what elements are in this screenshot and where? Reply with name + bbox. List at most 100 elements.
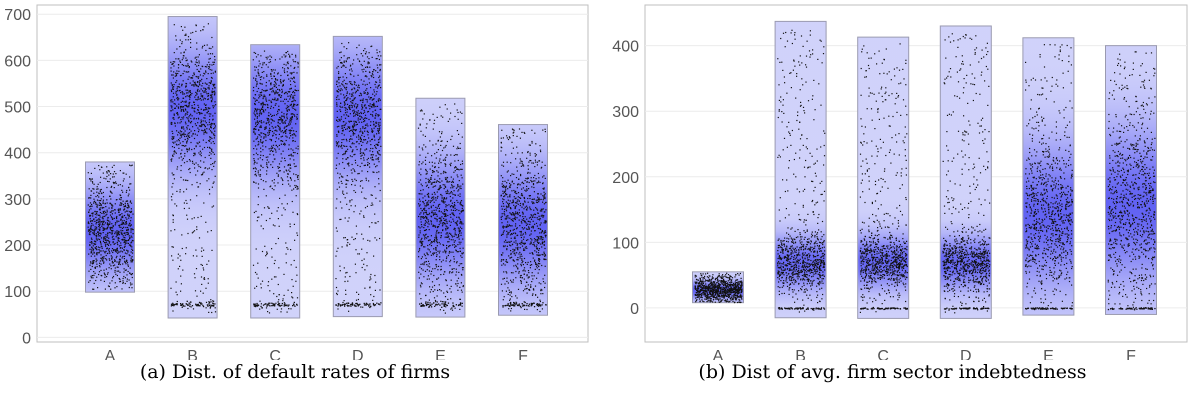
point bbox=[422, 189, 424, 191]
point bbox=[294, 305, 296, 307]
point bbox=[436, 207, 438, 209]
point bbox=[108, 249, 110, 251]
point bbox=[254, 94, 257, 96]
point bbox=[106, 202, 108, 204]
point bbox=[437, 205, 439, 207]
point bbox=[206, 132, 208, 134]
point bbox=[353, 120, 355, 122]
point bbox=[513, 183, 515, 185]
point bbox=[359, 115, 361, 117]
point bbox=[88, 233, 90, 235]
point bbox=[366, 130, 369, 132]
point bbox=[269, 129, 272, 132]
point bbox=[343, 55, 345, 57]
point bbox=[109, 214, 112, 216]
point bbox=[297, 145, 299, 147]
point bbox=[208, 61, 210, 63]
point bbox=[120, 204, 122, 206]
point bbox=[127, 265, 129, 267]
point bbox=[448, 220, 450, 222]
point bbox=[448, 246, 450, 248]
point bbox=[460, 204, 462, 206]
point bbox=[337, 120, 339, 122]
point bbox=[172, 117, 174, 119]
point bbox=[423, 217, 425, 219]
point bbox=[353, 104, 355, 106]
point bbox=[132, 249, 134, 251]
point bbox=[515, 228, 518, 230]
point bbox=[105, 239, 107, 241]
point bbox=[439, 220, 441, 222]
point bbox=[363, 60, 365, 62]
point bbox=[345, 289, 347, 291]
point bbox=[99, 260, 101, 262]
point bbox=[196, 305, 198, 307]
point bbox=[373, 295, 375, 298]
point bbox=[520, 230, 522, 233]
point bbox=[284, 103, 286, 105]
point bbox=[447, 227, 449, 229]
point bbox=[115, 216, 118, 218]
point bbox=[441, 306, 443, 308]
point bbox=[418, 203, 420, 205]
point bbox=[275, 276, 277, 278]
point bbox=[537, 241, 539, 243]
point bbox=[535, 239, 537, 241]
point bbox=[121, 213, 123, 215]
point bbox=[376, 49, 378, 51]
point bbox=[423, 209, 426, 211]
point bbox=[206, 66, 208, 68]
point bbox=[181, 83, 183, 85]
point bbox=[505, 218, 507, 220]
point bbox=[370, 278, 372, 280]
point bbox=[507, 217, 509, 219]
point bbox=[438, 207, 440, 209]
point bbox=[369, 306, 371, 309]
point bbox=[351, 236, 353, 238]
point bbox=[542, 183, 544, 185]
point bbox=[106, 234, 109, 236]
point bbox=[101, 258, 103, 260]
point bbox=[191, 135, 193, 137]
point bbox=[292, 285, 294, 287]
point bbox=[375, 166, 377, 168]
point bbox=[357, 89, 359, 91]
point bbox=[454, 307, 456, 309]
point bbox=[91, 203, 93, 206]
point bbox=[347, 239, 349, 241]
point bbox=[502, 225, 504, 227]
point bbox=[106, 213, 108, 215]
point bbox=[213, 133, 215, 135]
point bbox=[432, 225, 434, 227]
point bbox=[265, 100, 268, 102]
point bbox=[379, 68, 381, 71]
point bbox=[339, 105, 341, 107]
point bbox=[100, 250, 102, 252]
point bbox=[261, 108, 263, 110]
point bbox=[449, 261, 451, 263]
point bbox=[336, 98, 338, 101]
point bbox=[204, 128, 206, 130]
point bbox=[281, 115, 283, 117]
point bbox=[524, 180, 526, 182]
point bbox=[272, 161, 274, 163]
point bbox=[197, 88, 199, 90]
point bbox=[94, 167, 96, 169]
point bbox=[436, 240, 438, 243]
point bbox=[545, 221, 547, 223]
point bbox=[256, 285, 258, 287]
point bbox=[367, 161, 369, 164]
point bbox=[372, 151, 374, 153]
point bbox=[340, 93, 342, 95]
point bbox=[96, 205, 98, 207]
point bbox=[339, 59, 341, 61]
point bbox=[261, 250, 264, 253]
point bbox=[293, 304, 295, 306]
point bbox=[205, 307, 207, 309]
point bbox=[107, 244, 110, 246]
y-tick-label: 100 bbox=[4, 284, 31, 301]
point bbox=[189, 101, 191, 103]
point bbox=[521, 258, 523, 260]
point bbox=[459, 111, 461, 113]
point bbox=[425, 185, 428, 187]
